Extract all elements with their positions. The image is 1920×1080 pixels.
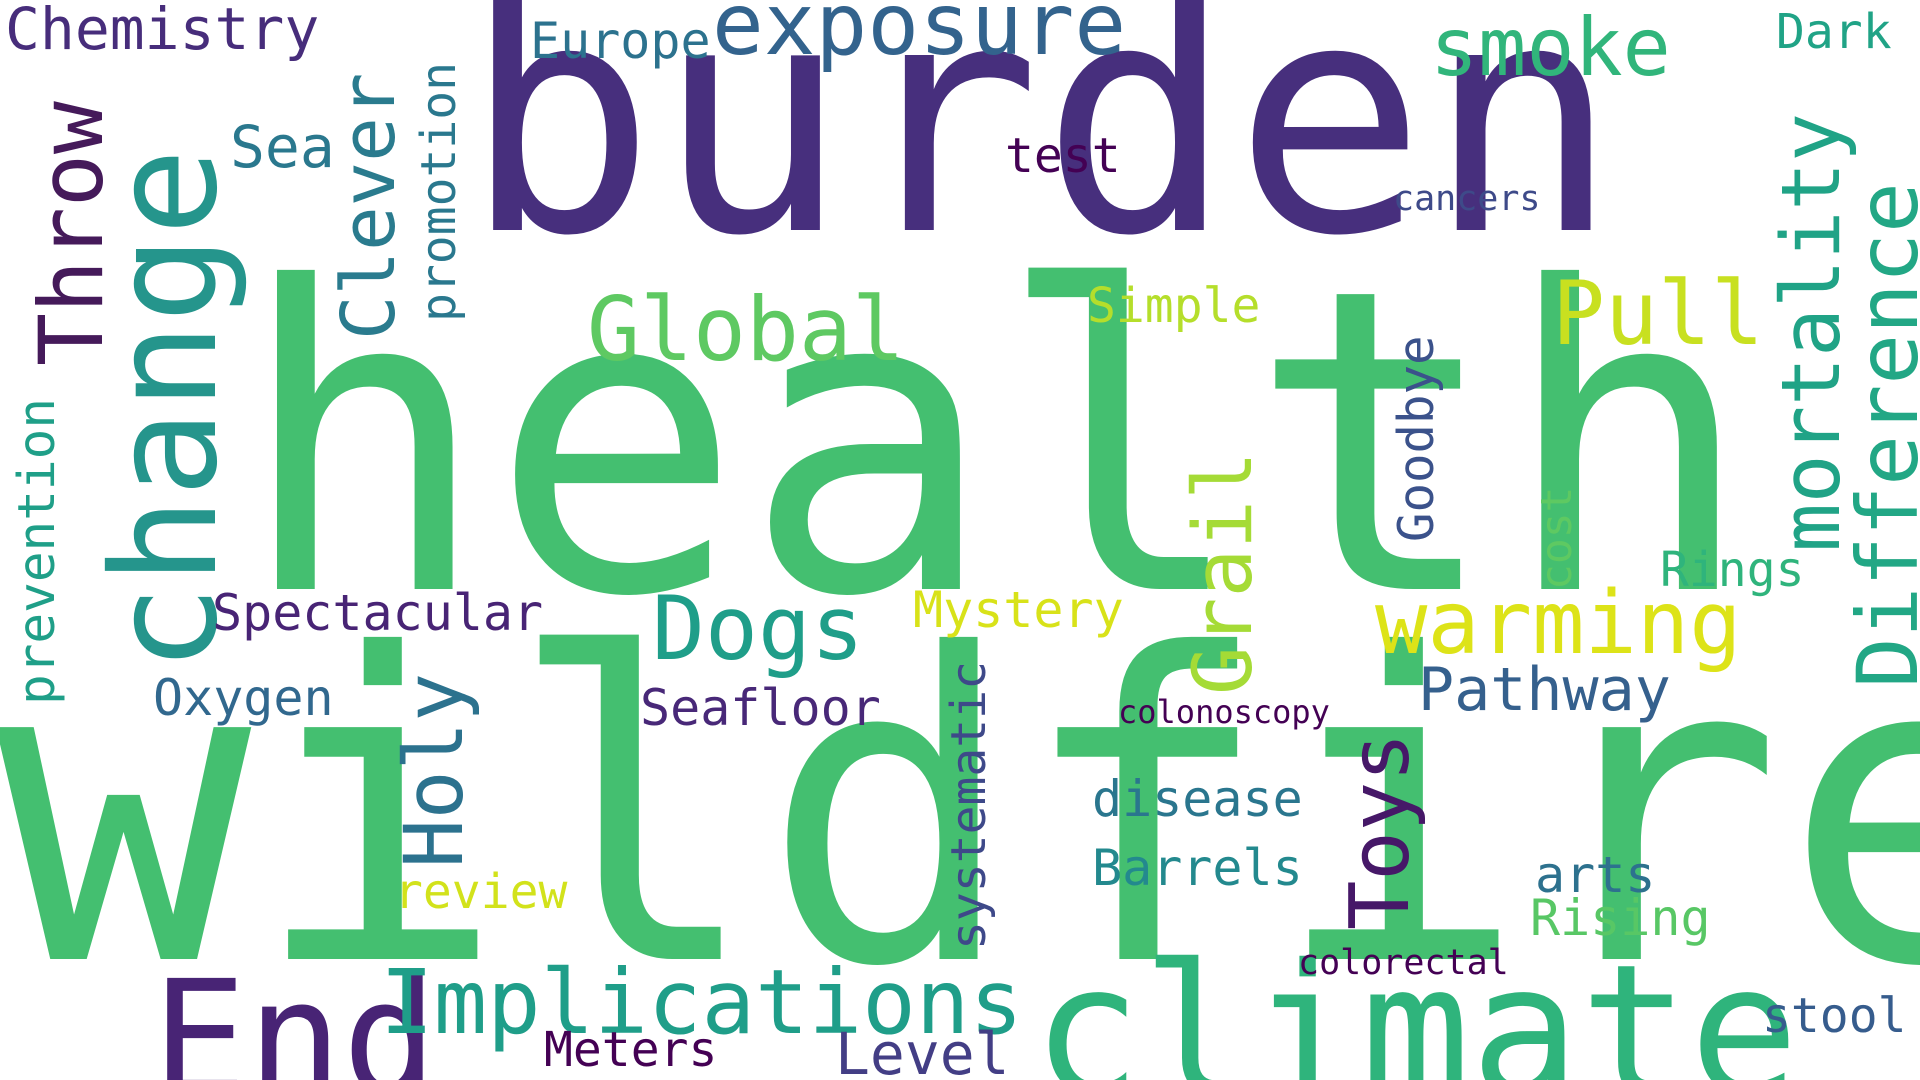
word-seafloor: Seafloor bbox=[640, 679, 881, 737]
word-disease: disease bbox=[1092, 770, 1303, 828]
word-rising: Rising bbox=[1530, 889, 1711, 947]
word-dogs: Dogs bbox=[652, 577, 864, 680]
word-europe: Europe bbox=[530, 12, 711, 70]
word-oxygen: Oxygen bbox=[153, 669, 334, 727]
word-spectacular: Spectacular bbox=[212, 584, 544, 642]
word-climate: climate bbox=[1032, 925, 1800, 1080]
word-dark: Dark bbox=[1776, 4, 1892, 60]
word-barrels: Barrels bbox=[1092, 839, 1303, 897]
word-prevention: prevention bbox=[8, 397, 67, 705]
word-burden: burden bbox=[463, 0, 1619, 306]
word-throw: Throw bbox=[20, 101, 123, 366]
word-colonoscopy: colonoscopy bbox=[1118, 693, 1330, 731]
word-sea: Sea bbox=[230, 113, 335, 181]
word-cancers: cancers bbox=[1393, 179, 1541, 219]
word-warming: warming bbox=[1375, 572, 1742, 674]
word-goodbye: Goodbye bbox=[1388, 335, 1445, 542]
word-grail: Grail bbox=[1177, 451, 1271, 695]
word-wildfire: wildfire bbox=[0, 565, 1920, 1059]
word-health: health bbox=[237, 200, 1755, 689]
word-systematic: systematic bbox=[941, 661, 997, 950]
word-level: Level bbox=[835, 1020, 1010, 1080]
word-meters: Meters bbox=[544, 1022, 718, 1078]
word-promotion: promotion bbox=[411, 61, 467, 322]
word-difference: Difference bbox=[1839, 182, 1920, 688]
word-simple: Simple bbox=[1087, 278, 1261, 334]
word-mystery: Mystery bbox=[913, 581, 1124, 639]
word-holy: Holy bbox=[388, 672, 482, 868]
word-pull: Pull bbox=[1552, 262, 1764, 365]
word-review: review bbox=[394, 864, 568, 920]
word-smoke: smoke bbox=[1430, 1, 1671, 94]
word-exposure: exposure bbox=[712, 0, 1127, 75]
word-rings: Rings bbox=[1660, 542, 1805, 598]
word-colorectal: colorectal bbox=[1298, 943, 1509, 983]
word-arts: arts bbox=[1535, 846, 1656, 904]
word-chemistry: Chemistry bbox=[5, 0, 320, 63]
word-stool: stool bbox=[1762, 988, 1907, 1044]
word-pathway: Pathway bbox=[1418, 655, 1671, 725]
word-toys: Toys bbox=[1333, 732, 1428, 930]
word-clever: Clever bbox=[326, 72, 412, 340]
word-implications: Implications bbox=[380, 950, 1023, 1054]
word-end: End bbox=[152, 947, 438, 1080]
word-global: Global bbox=[587, 278, 905, 381]
word-test: test bbox=[1005, 128, 1121, 184]
